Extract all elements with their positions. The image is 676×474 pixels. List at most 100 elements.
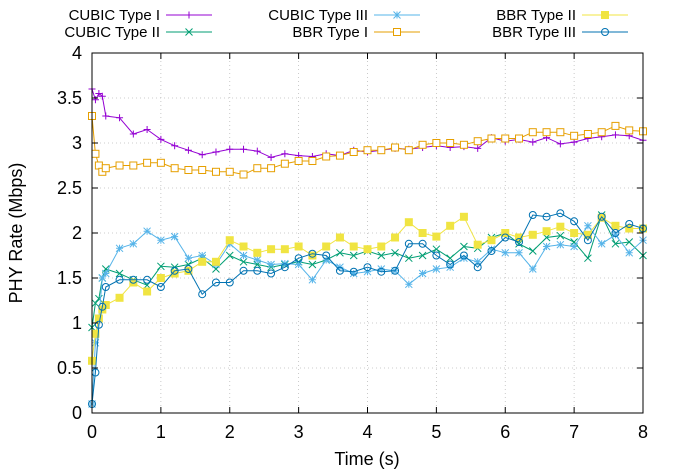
data-point: [404, 239, 413, 248]
data-point: [625, 238, 634, 246]
data-point: [404, 254, 413, 263]
data-point: [143, 126, 151, 133]
data-point: [253, 147, 261, 155]
data-point: [156, 158, 165, 167]
data-point: [570, 229, 579, 237]
data-point: [528, 265, 537, 273]
data-point: [418, 239, 427, 248]
data-point: [157, 262, 165, 271]
legend-label: BBR Type II: [496, 7, 576, 24]
data-point: [91, 338, 100, 347]
data-point: [101, 283, 110, 291]
data-point: [460, 242, 468, 251]
data-point: [184, 254, 193, 263]
legend-marker: [393, 11, 401, 19]
data-point: [253, 256, 262, 264]
data-point: [611, 229, 620, 237]
data-point: [280, 159, 289, 168]
data-point: [583, 236, 592, 245]
data-point: [101, 269, 110, 278]
data-point: [94, 320, 103, 329]
data-point: [239, 170, 248, 179]
data-point: [391, 233, 400, 242]
x-tick-label: 7: [569, 422, 579, 442]
data-point: [336, 248, 344, 257]
data-point: [459, 140, 468, 149]
data-point: [501, 233, 510, 242]
data-point: [156, 274, 165, 282]
data-point: [240, 145, 248, 153]
data-point: [418, 269, 427, 278]
data-point: [487, 236, 496, 245]
data-point: [556, 209, 565, 218]
data-point: [377, 267, 386, 276]
data-point: [349, 148, 358, 156]
data-point: [597, 128, 606, 137]
data-point: [515, 248, 523, 257]
legend-label: CUBIC Type I: [69, 7, 160, 24]
data-point: [129, 239, 138, 248]
data-point: [391, 143, 400, 152]
data-point: [542, 212, 551, 221]
data-point: [267, 153, 275, 161]
x-tick-label: 1: [156, 422, 166, 442]
data-point: [528, 247, 537, 255]
data-point: [583, 130, 592, 138]
data-point: [198, 166, 207, 174]
data-point: [473, 257, 482, 266]
data-point: [487, 134, 496, 143]
data-point: [432, 232, 441, 241]
data-point: [253, 266, 262, 275]
data-point: [542, 128, 551, 137]
data-point: [294, 254, 303, 263]
data-point: [432, 265, 441, 273]
data-point: [115, 244, 124, 253]
data-point: [143, 158, 152, 167]
data-point: [446, 221, 455, 230]
data-point: [584, 221, 592, 230]
data-point: [239, 242, 248, 251]
axis-ticks: 0 1 2 3 4 5 6 7 8 0 0.5 1 1.5 2 2.5 3 3.5 4: [57, 43, 648, 442]
legend-label: BBR Type I: [292, 24, 368, 41]
data-point: [198, 290, 207, 299]
y-tick-label: 3: [72, 133, 82, 153]
data-point: [308, 260, 317, 269]
data-point: [446, 263, 455, 272]
legend-marker: [185, 28, 193, 36]
y-tick-label: 2.5: [57, 178, 82, 198]
y-tick-label: 3.5: [57, 88, 82, 108]
data-point: [212, 148, 220, 156]
data-point: [226, 145, 234, 153]
legend-marker: [393, 28, 401, 36]
y-axis-title: PHY Rate (Mbps): [6, 163, 26, 304]
data-point: [404, 218, 413, 227]
data-point: [611, 230, 620, 239]
data-point: [501, 248, 510, 257]
data-point: [102, 112, 110, 120]
y-tick-label: 4: [72, 43, 82, 63]
data-point: [446, 254, 455, 263]
data-point: [625, 248, 634, 257]
x-tick-label: 8: [638, 422, 648, 442]
data-point: [253, 164, 262, 173]
data-point: [473, 263, 482, 272]
data-point: [625, 220, 634, 228]
data-point: [170, 164, 179, 173]
data-point: [625, 224, 634, 233]
legend-item: BBR Type III: [492, 24, 628, 41]
data-point: [611, 121, 620, 130]
legend-label: CUBIC Type II: [64, 24, 160, 41]
data-point: [267, 269, 276, 278]
data-point: [529, 138, 537, 146]
legend-marker: [185, 11, 193, 19]
data-point: [377, 265, 386, 273]
legend-item: CUBIC Type I: [69, 7, 212, 24]
data-point: [184, 146, 192, 154]
data-point: [473, 240, 482, 249]
data-point: [170, 269, 179, 278]
data-point: [211, 257, 220, 266]
data-point: [349, 269, 358, 278]
data-point: [115, 269, 124, 278]
